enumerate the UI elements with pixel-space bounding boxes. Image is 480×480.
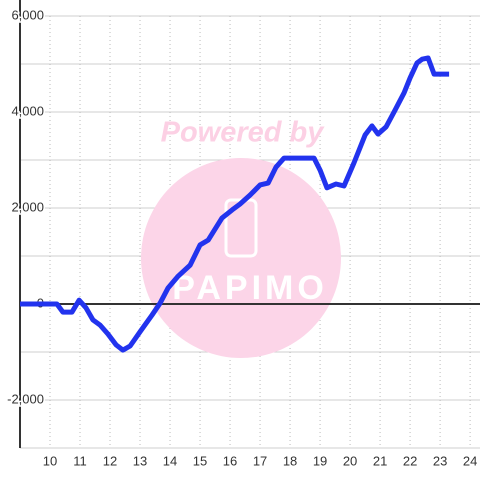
watermark-circle: [141, 158, 341, 358]
x-tick-label: 22: [403, 453, 417, 468]
x-tick-label: 10: [43, 453, 57, 468]
watermark-bottom: PAPIMO: [172, 269, 328, 307]
x-tick-label: 24: [463, 453, 477, 468]
x-tick-label: 18: [283, 453, 297, 468]
y-tick-label: 2,000: [11, 199, 44, 214]
x-tick-label: 23: [433, 453, 447, 468]
x-tick-label: 12: [103, 453, 117, 468]
x-tick-label: 16: [223, 453, 237, 468]
x-tick-label: 11: [73, 453, 87, 468]
x-tick-label: 17: [253, 453, 267, 468]
x-tick-label: 15: [193, 453, 207, 468]
y-tick-label: 4,000: [11, 103, 44, 118]
x-tick-label: 14: [163, 453, 177, 468]
x-tick-label: 19: [313, 453, 327, 468]
data-line: [20, 55, 450, 353]
watermark-top: Powered by: [161, 117, 326, 149]
y-tick-label: -2,000: [7, 391, 44, 406]
x-tick-label: 20: [343, 453, 357, 468]
x-tick-label: 21: [373, 453, 387, 468]
y-tick-label: 6,000: [11, 7, 44, 22]
x-tick-label: 13: [133, 453, 147, 468]
